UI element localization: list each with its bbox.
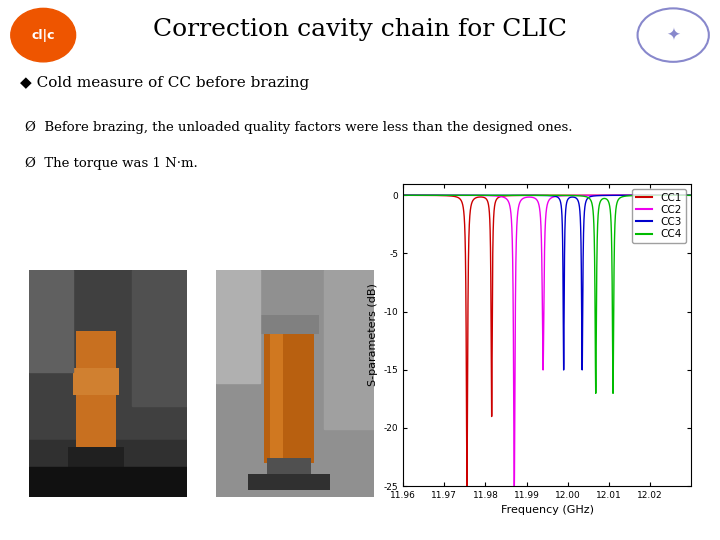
CC3 (491, 192, 500, 199)
Line: CC3: CC3 (403, 195, 691, 370)
CC2 (510, 483, 518, 489)
CC1 (615, 192, 624, 199)
CC2 (399, 192, 408, 199)
CC2 (644, 192, 652, 199)
Text: Ø  The torque was 1 N·m.: Ø The torque was 1 N·m. (25, 157, 198, 170)
Y-axis label: S-parameters (dB): S-parameters (dB) (368, 284, 378, 386)
Bar (29, 270, 73, 372)
Line: CC4: CC4 (403, 195, 691, 393)
CC3 (399, 192, 408, 199)
Bar (132, 270, 187, 406)
Ellipse shape (11, 8, 76, 62)
CC4 (654, 192, 662, 199)
Line: CC1: CC1 (403, 195, 691, 486)
CC3 (431, 192, 439, 199)
Bar (68, 447, 124, 470)
Bar (248, 474, 330, 490)
CC3 (559, 367, 568, 373)
Text: Ø  Before brazing, the unloaded quality factors were less than the designed ones: Ø Before brazing, the unloaded quality f… (25, 121, 572, 134)
X-axis label: Frequency (GHz): Frequency (GHz) (500, 505, 594, 515)
CC3 (687, 192, 696, 199)
Bar (73, 368, 119, 395)
Bar (76, 331, 116, 456)
CC1 (431, 192, 439, 199)
CC1 (687, 192, 696, 199)
CC1 (654, 192, 662, 199)
CC2 (633, 192, 642, 199)
CC4 (491, 192, 500, 199)
CC1 (644, 192, 652, 199)
CC1 (491, 199, 500, 205)
CC4 (608, 390, 617, 396)
Bar (270, 315, 282, 463)
Text: ✦: ✦ (666, 26, 680, 44)
Legend: CC1, CC2, CC3, CC4: CC1, CC2, CC3, CC4 (632, 189, 686, 244)
CC4 (431, 192, 439, 199)
Bar (216, 270, 261, 383)
CC2 (491, 193, 500, 199)
Bar (258, 315, 319, 334)
Text: ◆ Cold measure of CC before brazing: ◆ Cold measure of CC before brazing (20, 76, 310, 90)
CC2 (615, 192, 624, 199)
Line: CC2: CC2 (403, 195, 691, 486)
Bar (266, 458, 311, 481)
CC2 (687, 192, 696, 199)
CC3 (644, 192, 652, 199)
CC3 (633, 192, 642, 199)
Bar (324, 270, 374, 429)
CC3 (615, 192, 624, 199)
Bar (264, 315, 314, 463)
Text: cl|c: cl|c (32, 29, 55, 42)
CC4 (644, 192, 652, 199)
CC4 (687, 192, 696, 199)
CC2 (431, 192, 439, 199)
CC2 (654, 192, 662, 199)
Text: Correction cavity chain for CLIC: Correction cavity chain for CLIC (153, 18, 567, 40)
CC4 (615, 195, 624, 202)
CC4 (399, 192, 408, 199)
CC1 (399, 192, 408, 199)
Bar (29, 440, 187, 497)
CC1 (463, 483, 472, 489)
CC1 (633, 192, 642, 199)
CC3 (654, 192, 662, 199)
Bar (29, 467, 187, 497)
CC4 (633, 192, 642, 199)
